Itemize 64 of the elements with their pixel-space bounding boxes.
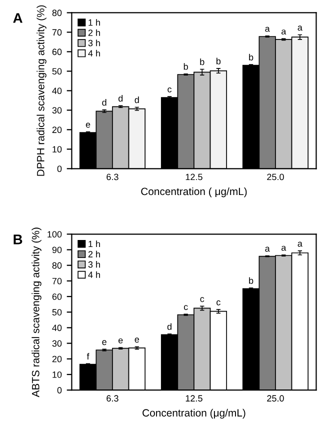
y-tick-label: 30: [52, 107, 62, 114]
x-tick-label: 6.3: [106, 174, 118, 180]
data-label: d: [167, 323, 172, 330]
y-tick-label: 80: [52, 10, 62, 16]
data-label: d: [134, 96, 139, 104]
legend-label: 1 h: [88, 19, 100, 26]
data-label: b: [184, 63, 188, 70]
legend-label: 3 h: [88, 40, 100, 46]
y-tick-label: 60: [52, 293, 62, 300]
data-label: b: [249, 54, 254, 60]
y-tick-label: 30: [52, 340, 62, 347]
data-label: c: [184, 305, 188, 310]
data-label: e: [118, 338, 123, 344]
legend-label: 4 h: [88, 50, 100, 56]
y-tick-label: 40: [52, 324, 62, 332]
data-label: a: [298, 242, 302, 247]
data-label: f: [86, 352, 90, 360]
data-label: a: [281, 246, 286, 251]
y-tick-label: 40: [52, 88, 62, 94]
data-label: c: [200, 297, 204, 302]
data-label: d: [102, 99, 106, 106]
y-tick-label: 0: [57, 166, 62, 172]
data-label: e: [134, 338, 140, 343]
y-tick-label: 100: [48, 231, 62, 238]
legend-label: 2 h: [88, 250, 100, 258]
y-tick-label: 60: [52, 48, 62, 56]
legend-label: 1 h: [88, 240, 100, 248]
x-axis-title: Concentration (μg/mL): [142, 408, 246, 419]
data-label: a: [265, 246, 270, 252]
y-tick-label: 50: [52, 68, 62, 75]
data-label: e: [86, 122, 90, 128]
y-tick-label: 70: [52, 29, 62, 36]
chart-title: A: [13, 13, 22, 23]
y-tick-label: 50: [52, 309, 62, 316]
data-label: a: [265, 26, 270, 32]
y-tick-label: 20: [52, 356, 62, 362]
legend-label: 3 h: [88, 261, 100, 268]
data-label: a: [281, 30, 286, 35]
x-tick-label: 12.5: [186, 395, 202, 402]
y-tick-label: 80: [52, 262, 62, 269]
y-axis-title: ABTS radical scavenging activity (%): [32, 228, 42, 398]
data-label: b: [200, 58, 204, 66]
y-tick-label: 70: [52, 278, 62, 284]
x-tick-label: 6.3: [106, 395, 118, 402]
legend-label: 4 h: [88, 271, 100, 278]
y-tick-label: 0: [57, 387, 62, 394]
legend-label: 2 h: [88, 29, 100, 36]
y-tick-label: 20: [52, 126, 62, 134]
chart-title: B: [14, 234, 22, 244]
data-label: c: [168, 87, 172, 92]
x-tick-label: 12.5: [186, 174, 202, 180]
y-axis-title: DPPH radical scavenging activity (%): [36, 5, 46, 176]
x-tick-label: 25.0: [267, 395, 284, 402]
data-label: c: [216, 300, 220, 306]
data-label: e: [102, 340, 106, 346]
y-tick-label: 90: [52, 246, 62, 254]
y-tick-label: 10: [52, 371, 62, 378]
y-tick-label: 10: [52, 146, 62, 153]
data-label: b: [249, 277, 254, 284]
data-label: b: [216, 58, 221, 64]
data-label: d: [118, 94, 123, 102]
x-tick-label: 25.0: [267, 174, 284, 180]
x-axis-title: Concentration ( μg/mL): [141, 187, 247, 198]
data-label: a: [298, 26, 302, 31]
